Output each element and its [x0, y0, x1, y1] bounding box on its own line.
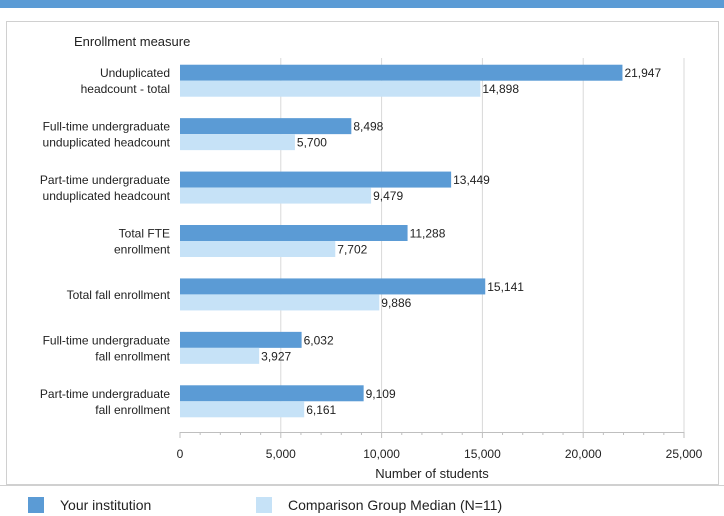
x-tick-label: 25,000	[666, 447, 703, 461]
bar-comparison	[180, 347, 260, 364]
category-label: Full-time undergraduate	[43, 120, 171, 134]
legend: Your institution Comparison Group Median …	[28, 497, 502, 513]
category-label: unduplicated headcount	[43, 189, 171, 203]
x-tick-label: 15,000	[464, 447, 501, 461]
bar-value-label: 9,109	[366, 387, 396, 401]
legend-label: Comparison Group Median (N=11)	[288, 497, 502, 513]
bar-comparison	[180, 80, 481, 97]
bar-comparison	[180, 294, 380, 311]
category-header: Enrollment measure	[74, 34, 190, 49]
x-tick-label: 20,000	[565, 447, 602, 461]
bar-value-label: 3,927	[261, 349, 291, 363]
x-tick-label: 5,000	[266, 447, 296, 461]
category-label: Full-time undergraduate	[43, 333, 171, 347]
bar-comparison	[180, 187, 372, 204]
top-rule	[0, 0, 724, 8]
bar-comparison	[180, 401, 305, 418]
category-label: Unduplicated	[100, 66, 170, 80]
x-tick-label: 10,000	[363, 447, 400, 461]
bar-comparison	[180, 134, 295, 151]
category-label: Total FTE	[119, 227, 170, 241]
gridlines	[280, 58, 685, 432]
bar-value-label: 9,479	[373, 189, 403, 203]
chart-border	[6, 21, 719, 485]
x-tick-labels: 0 5,000 10,000 15,000 20,000 25,000	[177, 447, 703, 461]
bar-value-label: 9,886	[381, 296, 411, 310]
bar-value-label: 14,898	[482, 82, 519, 96]
legend-swatch	[256, 497, 272, 513]
category-labels: Unduplicated headcount - total Full-time u…	[40, 66, 171, 417]
legend-label: Your institution	[60, 497, 151, 513]
bar-institution	[180, 118, 352, 135]
legend-swatch	[28, 497, 44, 513]
category-label: unduplicated headcount	[43, 136, 171, 150]
bar-institution	[180, 385, 364, 402]
bar-institution	[180, 278, 486, 295]
bar-value-label: 11,288	[410, 227, 446, 241]
category-label: fall enrollment	[95, 403, 170, 417]
bar-value-label: 8,498	[353, 120, 383, 134]
bar-value-label: 7,702	[337, 243, 367, 257]
bar-value-label: 15,141	[487, 280, 524, 294]
category-label: headcount - total	[81, 82, 170, 96]
category-label: Total fall enrollment	[67, 288, 171, 302]
bar-value-label: 13,449	[453, 173, 490, 187]
bar-institution	[180, 64, 623, 81]
bar-value-label: 21,947	[624, 66, 661, 80]
category-label: Part-time undergraduate	[40, 387, 170, 401]
bars: 21,947 14,898 8,498 5,700 13,449 9,479 11,288 7…	[180, 64, 661, 418]
category-label: enrollment	[114, 243, 171, 257]
bar-value-label: 6,161	[306, 403, 336, 417]
x-axis-title: Number of students	[375, 466, 489, 481]
category-label: fall enrollment	[95, 349, 170, 363]
bar-institution	[180, 225, 408, 241]
category-label: Part-time undergraduate	[40, 173, 170, 187]
bar-value-label: 5,700	[297, 136, 327, 150]
x-tick-label: 0	[177, 447, 184, 461]
bar-value-label: 6,032	[304, 333, 334, 347]
bar-comparison	[180, 241, 336, 257]
bar-institution	[180, 331, 302, 348]
bar-institution	[180, 171, 452, 188]
